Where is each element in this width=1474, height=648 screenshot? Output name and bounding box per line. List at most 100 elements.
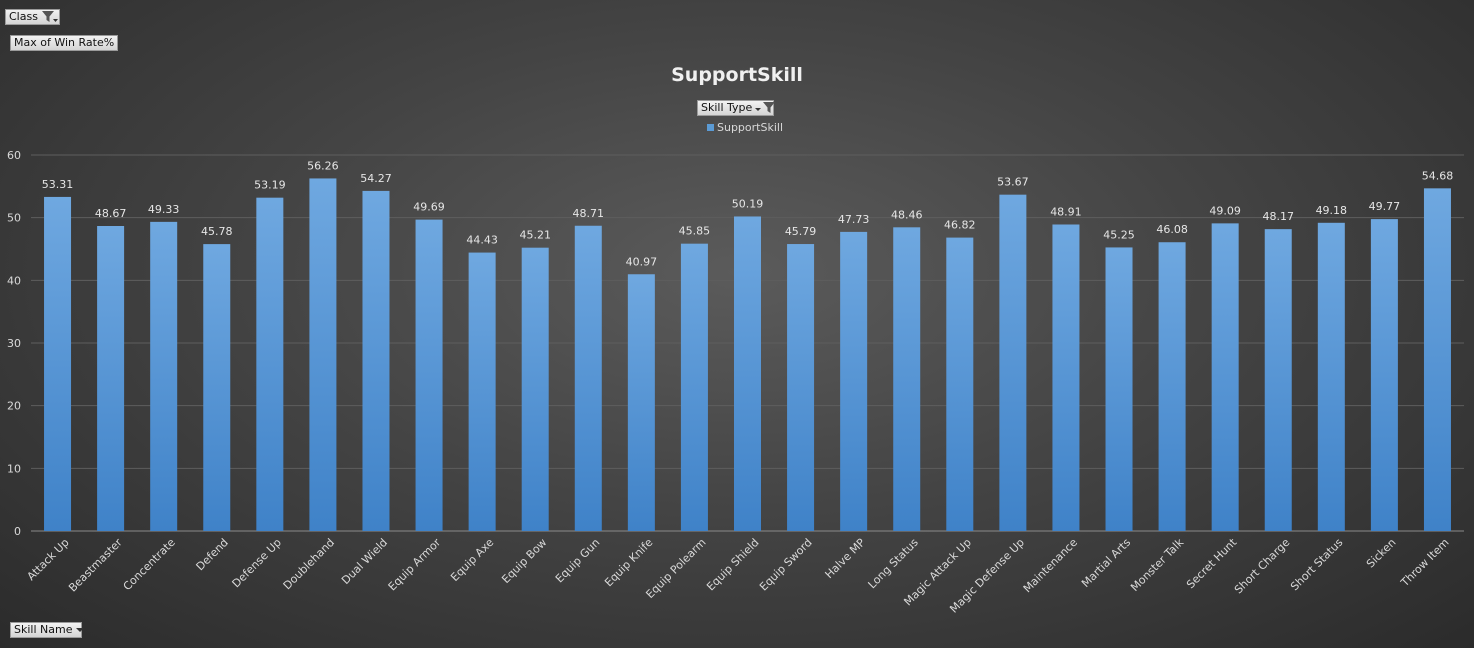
data-label: 45.79 (785, 225, 817, 238)
bar (468, 252, 496, 531)
x-tick-label: Beastmaster (66, 536, 125, 595)
data-label: 48.17 (1262, 210, 1294, 223)
data-label: 49.18 (1316, 204, 1348, 217)
y-tick-label: 30 (7, 337, 21, 350)
x-tick-label: Equip Shield (704, 536, 761, 593)
data-label: 48.46 (891, 208, 923, 221)
bar (362, 190, 390, 531)
bar (734, 216, 761, 531)
bar (893, 227, 921, 532)
x-tick-label: Equip Axe (448, 536, 496, 584)
y-tick-label: 50 (7, 212, 21, 225)
bar (840, 231, 868, 531)
bar (203, 244, 231, 531)
data-label: 54.68 (1422, 169, 1454, 182)
x-tick-label: Equip Bow (499, 536, 549, 586)
bar (150, 221, 178, 531)
y-tick-label: 20 (7, 400, 21, 413)
x-tick-label: Secret Hunt (1184, 535, 1240, 591)
x-tick-label: Equip Knife (602, 536, 655, 589)
x-tick-label: Equip Sword (757, 536, 815, 594)
bar (627, 274, 655, 531)
data-label: 45.25 (1103, 228, 1135, 241)
y-tick-label: 40 (7, 274, 21, 287)
filter-funnel-icon (755, 101, 777, 115)
value-field-button[interactable]: Max of Win Rate% (10, 35, 119, 51)
x-tick-label: Throw Item (1398, 536, 1452, 590)
bar (256, 197, 284, 531)
x-tick-label: Sicken (1364, 536, 1399, 571)
x-tick-label: Attack Up (25, 536, 72, 583)
x-tick-label: Monster Talk (1128, 535, 1186, 593)
class-filter-button[interactable]: Class (5, 9, 60, 25)
data-label: 48.67 (95, 207, 127, 220)
data-label: 49.33 (148, 203, 180, 216)
data-label: 53.67 (997, 176, 1029, 189)
bar (999, 194, 1027, 531)
data-label: 54.27 (360, 172, 392, 185)
data-label: 44.43 (466, 234, 498, 247)
data-label: 40.97 (626, 255, 658, 268)
x-tick-label: Dual Wield (339, 536, 390, 587)
bar (1264, 229, 1292, 531)
value-field-label: Max of Win Rate% (14, 36, 115, 49)
y-tick-label: 10 (7, 462, 21, 475)
data-label: 49.69 (413, 201, 445, 214)
bar (680, 243, 708, 531)
bar (1423, 188, 1451, 531)
x-tick-label: Defense Up (230, 536, 284, 590)
bar (44, 196, 72, 531)
x-tick-label: Long Status (866, 536, 921, 591)
bar (1158, 242, 1186, 531)
data-label: 53.31 (42, 178, 74, 191)
legend: SupportSkill (707, 121, 783, 134)
bar (574, 225, 602, 531)
x-tick-label: Defend (194, 536, 231, 573)
data-label: 47.73 (838, 213, 870, 226)
skill-name-filter-label: Skill Name (14, 623, 73, 636)
legend-entry: SupportSkill (717, 121, 784, 134)
data-label: 49.77 (1369, 200, 1401, 213)
x-tick-label: Halve MP (823, 536, 868, 581)
data-label: 46.82 (944, 219, 976, 232)
data-label: 45.78 (201, 225, 233, 238)
x-tick-label: Equip Armor (386, 536, 444, 594)
x-tick-label: Short Status (1288, 536, 1346, 594)
bar (1317, 222, 1345, 531)
data-label: 50.19 (732, 197, 764, 210)
bar (1370, 219, 1398, 531)
skill-type-filter-button[interactable]: Skill Type (697, 100, 777, 116)
chevron-down-icon (75, 626, 85, 634)
bar (1052, 224, 1080, 532)
data-label: 48.71 (573, 207, 605, 220)
data-label: 48.91 (1050, 205, 1082, 218)
x-tick-label: Concentrate (121, 536, 178, 593)
data-label: 46.08 (1156, 223, 1188, 236)
bar (787, 244, 815, 532)
class-filter-label: Class (9, 10, 38, 23)
data-label: 49.09 (1209, 204, 1241, 217)
x-tick-label: Doublehand (281, 536, 337, 592)
bar (97, 226, 125, 531)
y-tick-label: 60 (7, 149, 21, 162)
bar (946, 237, 974, 531)
filter-funnel-icon (41, 10, 59, 24)
bar (309, 178, 337, 532)
x-tick-label: Maintenance (1021, 536, 1080, 595)
data-label: 45.85 (679, 225, 711, 238)
data-label: 53.19 (254, 179, 286, 192)
data-label: 45.21 (519, 229, 551, 242)
bar (415, 219, 443, 532)
legend-swatch (707, 124, 714, 131)
bar (1105, 247, 1133, 531)
x-tick-label: Equip Gun (553, 536, 602, 585)
chart-title: SupportSkill (671, 64, 803, 86)
x-tick-label: Martial Arts (1079, 536, 1133, 590)
data-label: 56.26 (307, 159, 339, 172)
y-tick-label: 0 (14, 525, 21, 538)
bar (1211, 223, 1239, 532)
x-tick-label: Short Charge (1232, 536, 1293, 597)
skill-type-filter-label: Skill Type (701, 101, 753, 114)
skill-name-filter-button[interactable]: Skill Name (10, 622, 85, 638)
